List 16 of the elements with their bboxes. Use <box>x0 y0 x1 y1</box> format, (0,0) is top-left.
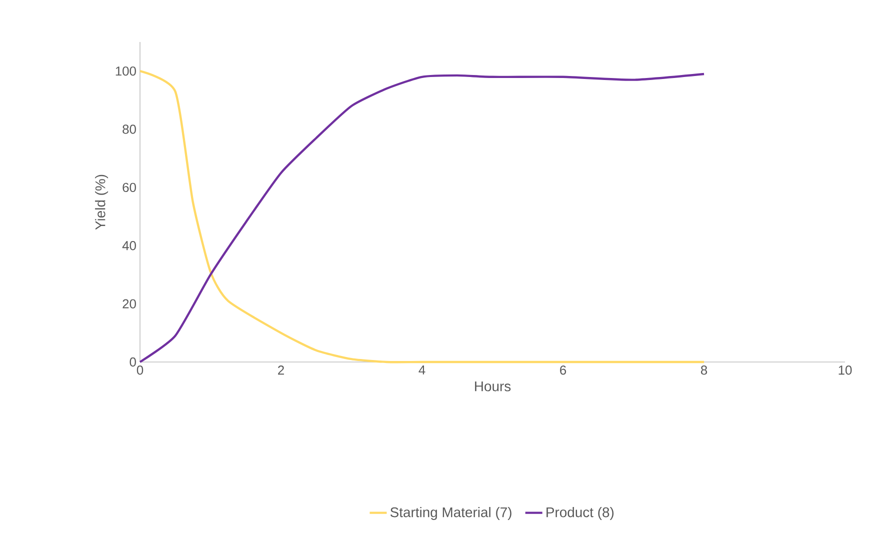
x-tick-label: 10 <box>838 366 852 375</box>
y-tick-label: 60 <box>122 182 136 192</box>
x-tick-label: 0 <box>136 366 144 375</box>
legend-label: Starting Material (7) <box>390 506 512 520</box>
x-axis-title: Hours <box>475 382 511 392</box>
x-tick-label: 6 <box>560 366 566 375</box>
y-tick-label: 20 <box>122 299 136 308</box>
legend-label: Product (8) <box>546 506 614 520</box>
y-tick-label: 40 <box>122 241 136 250</box>
y-axis-title: Yield (%) <box>95 174 108 230</box>
y-tick-label: 100 <box>116 66 136 76</box>
x-tick-label: 8 <box>700 366 708 375</box>
x-tick-label: 4 <box>418 366 426 374</box>
y-tick-label: 0 <box>130 357 136 367</box>
y-tick-label: 80 <box>122 124 136 134</box>
x-tick-label: 2 <box>278 366 284 375</box>
